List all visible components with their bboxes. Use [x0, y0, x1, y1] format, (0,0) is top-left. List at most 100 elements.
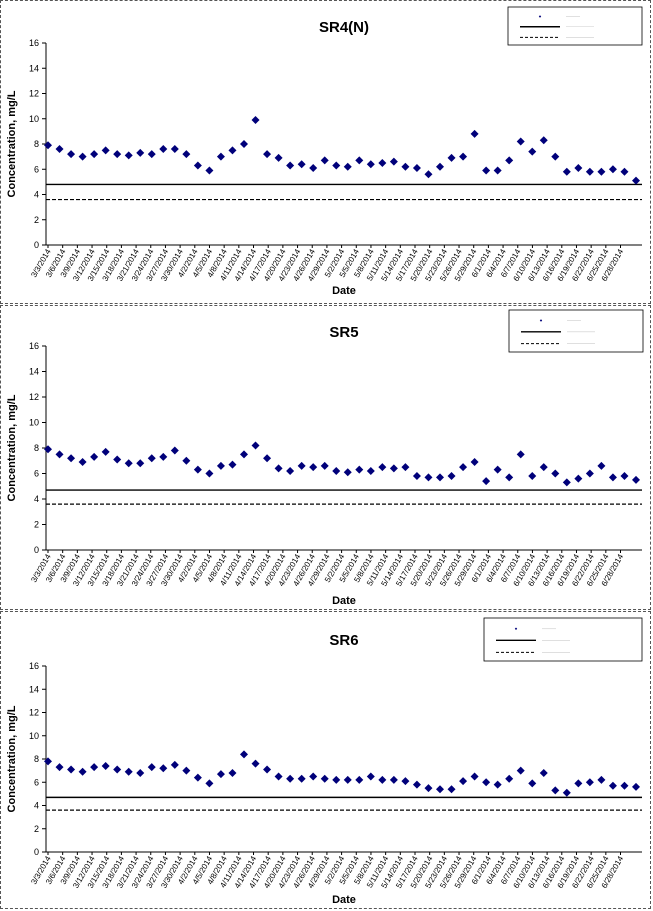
data-point [251, 441, 260, 450]
data-point [159, 145, 168, 154]
y-tick-label: 0 [34, 240, 39, 250]
data-point [286, 774, 295, 783]
y-tick-label: 6 [34, 777, 39, 787]
data-point [44, 445, 52, 454]
data-point [493, 780, 502, 789]
data-point [263, 454, 272, 463]
chart-panel-sr6: SR6 0 2 4 6 8 10 12 14 16 Concentration, mg/L 3/3/2… [0, 611, 651, 909]
y-tick-label: 4 [34, 494, 39, 504]
data-point [44, 141, 52, 150]
data-point [170, 446, 179, 455]
data-point [101, 146, 110, 155]
data-point [332, 466, 341, 475]
y-tick-label: 10 [29, 114, 39, 124]
data-point [136, 768, 145, 777]
y-tick-label: 6 [34, 469, 39, 479]
data-point [551, 152, 560, 161]
data-point [343, 162, 352, 171]
data-point [562, 788, 571, 797]
data-point [436, 473, 444, 482]
data-point [78, 152, 87, 161]
data-point [493, 166, 502, 175]
data-point [274, 153, 283, 162]
data-point [343, 468, 352, 477]
data-point [297, 461, 306, 470]
data-point [608, 165, 617, 174]
data-point [193, 465, 202, 474]
data-point [101, 761, 110, 770]
data-point [424, 473, 433, 482]
data-point [228, 146, 237, 155]
data-point [147, 763, 156, 772]
data-point [482, 477, 491, 486]
data-point [90, 452, 99, 461]
data-point [147, 454, 156, 463]
data-point [355, 156, 364, 165]
data-point [516, 766, 525, 775]
data-point [620, 781, 629, 790]
data-point [113, 455, 122, 464]
data-point [597, 167, 606, 176]
data-point [608, 473, 617, 482]
data-point [55, 450, 64, 459]
data-point [251, 759, 260, 768]
y-tick-label: 16 [29, 341, 39, 351]
data-point [424, 170, 433, 179]
data-point [551, 786, 560, 795]
data-point [470, 772, 479, 781]
legend-box [508, 309, 644, 353]
data-point [539, 136, 548, 145]
chart-panel-sr4n: SR4(N) 0 2 4 6 8 10 12 14 16 Concentration, mg/L 3/… [0, 0, 651, 304]
data-point [67, 454, 76, 463]
data-point [447, 785, 456, 794]
data-point [205, 469, 214, 478]
y-axis-title: Concentration, mg/L [6, 90, 18, 197]
data-point [170, 145, 179, 154]
data-point [459, 463, 468, 472]
data-point [412, 163, 421, 172]
data-point [632, 475, 640, 484]
data-point [182, 150, 191, 159]
data-point [263, 150, 272, 159]
data-point [459, 777, 468, 786]
data-point [401, 777, 410, 786]
data-point [551, 469, 560, 478]
data-point [424, 784, 433, 793]
y-tick-label: 12 [29, 392, 39, 402]
data-point [228, 768, 237, 777]
data-point [620, 167, 629, 176]
data-point [401, 162, 410, 171]
data-point [228, 460, 237, 469]
data-point [309, 772, 318, 781]
data-point [240, 450, 248, 459]
y-tick-label: 0 [34, 847, 39, 857]
data-point [320, 774, 329, 783]
data-point [343, 775, 352, 784]
data-point [447, 472, 456, 481]
data-point [101, 447, 110, 456]
data-point [378, 775, 387, 784]
data-point [516, 450, 525, 459]
data-point [539, 768, 548, 777]
data-point [274, 772, 283, 781]
data-point [286, 466, 295, 475]
data-point [355, 465, 364, 474]
data-point [309, 463, 318, 472]
data-point [401, 463, 410, 472]
data-point [44, 757, 52, 766]
x-axis-title: Date [332, 595, 356, 607]
data-point [470, 129, 479, 138]
data-point [90, 763, 99, 772]
data-point [528, 779, 537, 788]
data-point [505, 473, 514, 482]
data-point [585, 469, 594, 478]
data-point [355, 775, 364, 784]
data-point [170, 760, 179, 769]
data-point [412, 472, 421, 481]
data-point [263, 765, 272, 774]
y-tick-label: 2 [34, 824, 39, 834]
data-point [90, 150, 99, 159]
